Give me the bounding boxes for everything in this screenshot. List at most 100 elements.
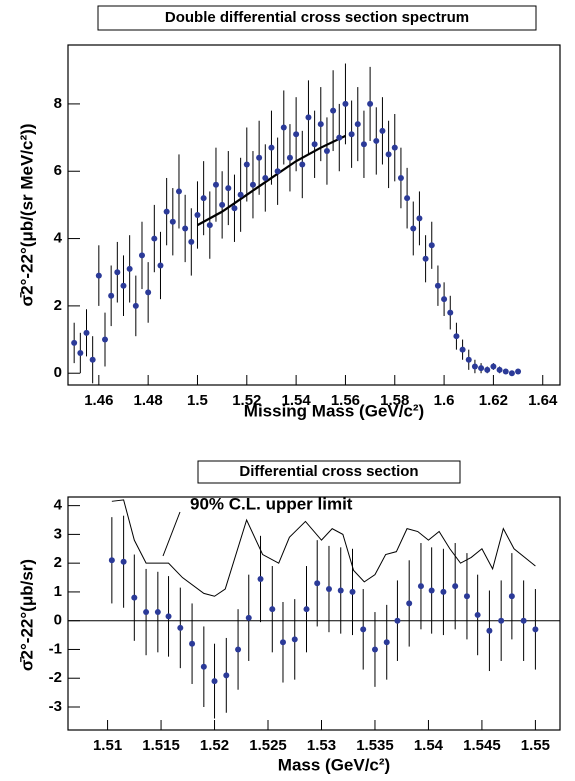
data-point [163, 208, 170, 215]
data-point [532, 626, 539, 633]
x-tick-label: 1.515 [142, 737, 180, 754]
data-point [434, 282, 441, 289]
chart-title: Double differential cross section spectr… [165, 9, 469, 26]
data-point [101, 336, 108, 343]
data-point [385, 151, 392, 158]
y-axis-label: σ̄2°-22°(μb/(sr MeV/c²)) [17, 124, 36, 307]
data-point [371, 646, 378, 653]
data-point [463, 593, 470, 600]
data-point [108, 292, 115, 299]
data-point [453, 333, 460, 340]
data-point [496, 366, 503, 373]
data-point [478, 365, 485, 372]
x-tick-label: 1.545 [463, 737, 501, 754]
data-point [293, 131, 300, 138]
y-tick-label: 2 [54, 554, 62, 571]
data-point [299, 161, 306, 168]
data-point [303, 606, 310, 613]
data-point [262, 174, 269, 181]
annotation: 90% C.L. upper limit [190, 494, 353, 513]
data-point [360, 626, 367, 633]
data-point [440, 588, 447, 595]
data-point [515, 368, 522, 375]
data-point [249, 181, 256, 188]
data-point [157, 262, 164, 269]
data-point [305, 114, 312, 121]
data-point [383, 639, 390, 646]
data-point [256, 154, 263, 161]
y-tick-label: 2 [54, 297, 62, 314]
x-tick-label: 1.62 [479, 392, 508, 409]
x-tick-label: 1.58 [380, 392, 409, 409]
data-point [200, 663, 207, 670]
data-point [360, 141, 367, 148]
data-point [206, 222, 213, 229]
data-point [212, 181, 219, 188]
y-tick-label: -3 [49, 698, 62, 715]
x-tick-label: 1.5 [187, 392, 208, 409]
y-tick-label: 1 [54, 583, 62, 600]
data-point [441, 296, 448, 303]
data-point [416, 215, 423, 222]
data-point [245, 614, 252, 621]
y-tick-label: -2 [49, 669, 62, 686]
data-point [235, 646, 242, 653]
data-point [71, 339, 78, 346]
data-point [323, 148, 330, 155]
y-tick-label: 0 [54, 612, 62, 629]
data-point [177, 624, 184, 631]
data-point [486, 627, 493, 634]
data-point [200, 195, 207, 202]
chart-title: Differential cross section [239, 463, 418, 480]
data-point [447, 309, 454, 316]
data-point [243, 161, 250, 168]
x-tick-label: 1.55 [521, 737, 550, 754]
data-point [502, 368, 509, 375]
data-point [120, 282, 127, 289]
data-point [89, 356, 96, 363]
data-point [165, 613, 172, 620]
y-tick-label: 6 [54, 162, 62, 179]
data-point [325, 586, 332, 593]
data-point [169, 218, 176, 225]
data-point [354, 121, 361, 128]
y-tick-label: 4 [54, 497, 63, 514]
data-point [189, 640, 196, 647]
x-tick-label: 1.6 [434, 392, 455, 409]
data-point [77, 350, 84, 357]
data-point [126, 265, 133, 272]
x-tick-label: 1.52 [200, 737, 229, 754]
x-tick-label: 1.54 [414, 737, 444, 754]
data-point [459, 346, 466, 353]
data-point [520, 617, 527, 624]
data-point [314, 580, 321, 587]
x-axis-label: Mass (GeV/c²) [278, 755, 390, 774]
x-tick-label: 1.52 [232, 392, 261, 409]
data-point [279, 639, 286, 646]
x-tick-label: 1.535 [356, 737, 394, 754]
y-tick-label: 4 [54, 230, 63, 247]
x-tick-label: 1.56 [331, 392, 360, 409]
title-box [97, 5, 537, 31]
data-point [391, 144, 398, 151]
data-point [498, 617, 505, 624]
data-point [348, 131, 355, 138]
data-point [132, 302, 139, 309]
data-point [145, 289, 152, 296]
y-tick-label: 3 [54, 525, 62, 542]
data-point [211, 678, 218, 685]
data-point [394, 617, 401, 624]
x-tick-label: 1.64 [528, 392, 558, 409]
data-point [223, 672, 230, 679]
data-point [422, 255, 429, 262]
data-point [231, 205, 238, 212]
plot-frame [67, 496, 561, 731]
data-point [490, 363, 497, 370]
title-box [197, 460, 461, 484]
data-point [175, 188, 182, 195]
data-point [120, 558, 127, 565]
data-point [311, 141, 318, 148]
data-point [257, 575, 264, 582]
data-point [114, 269, 121, 276]
